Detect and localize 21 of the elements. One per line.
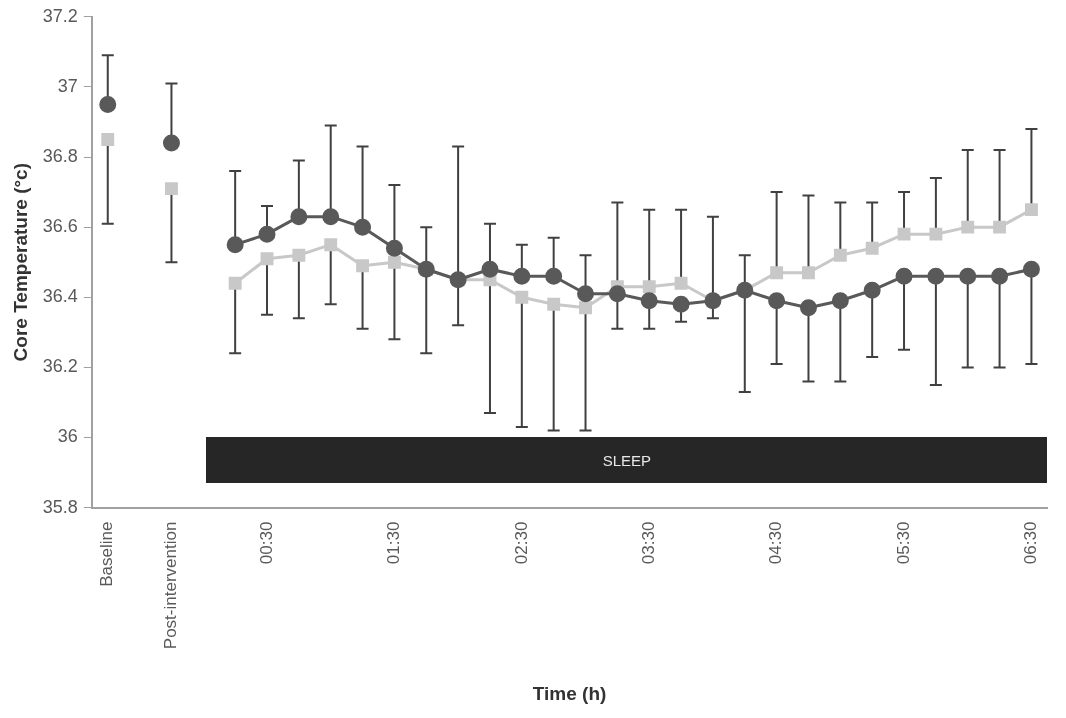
- annotation: SLEEP: [602, 451, 652, 469]
- y-tick-label: 36.2: [42, 356, 78, 377]
- y-tick-label: 36.6: [42, 216, 78, 237]
- y-axis-title: Core Temperature (°c): [9, 163, 31, 362]
- x-tick-label: 01:30: [384, 521, 404, 565]
- x-tick-label: 06:30: [1021, 521, 1041, 565]
- x-axis-title: Time (h): [532, 682, 607, 704]
- y-tick-label: 36.8: [42, 146, 78, 167]
- y-tick-label: 36: [57, 426, 78, 447]
- x-tick-label: 04:30: [766, 521, 786, 565]
- y-tick-label: 37.2: [42, 5, 78, 26]
- x-tick-label: 03:30: [638, 521, 658, 565]
- x-tick-label: 02:30: [511, 521, 531, 565]
- y-tick-label: 36.4: [42, 286, 78, 307]
- x-tick-label: Baseline: [97, 521, 117, 587]
- sleep-strip: SLEEP: [206, 437, 1048, 484]
- x-tick-label: 00:30: [256, 521, 276, 565]
- x-tick-label: Post-intervention: [161, 521, 181, 650]
- x-tick-label: 05:30: [893, 521, 913, 565]
- y-tick-label: 35.8: [42, 496, 78, 517]
- y-tick-label: 37: [57, 75, 78, 96]
